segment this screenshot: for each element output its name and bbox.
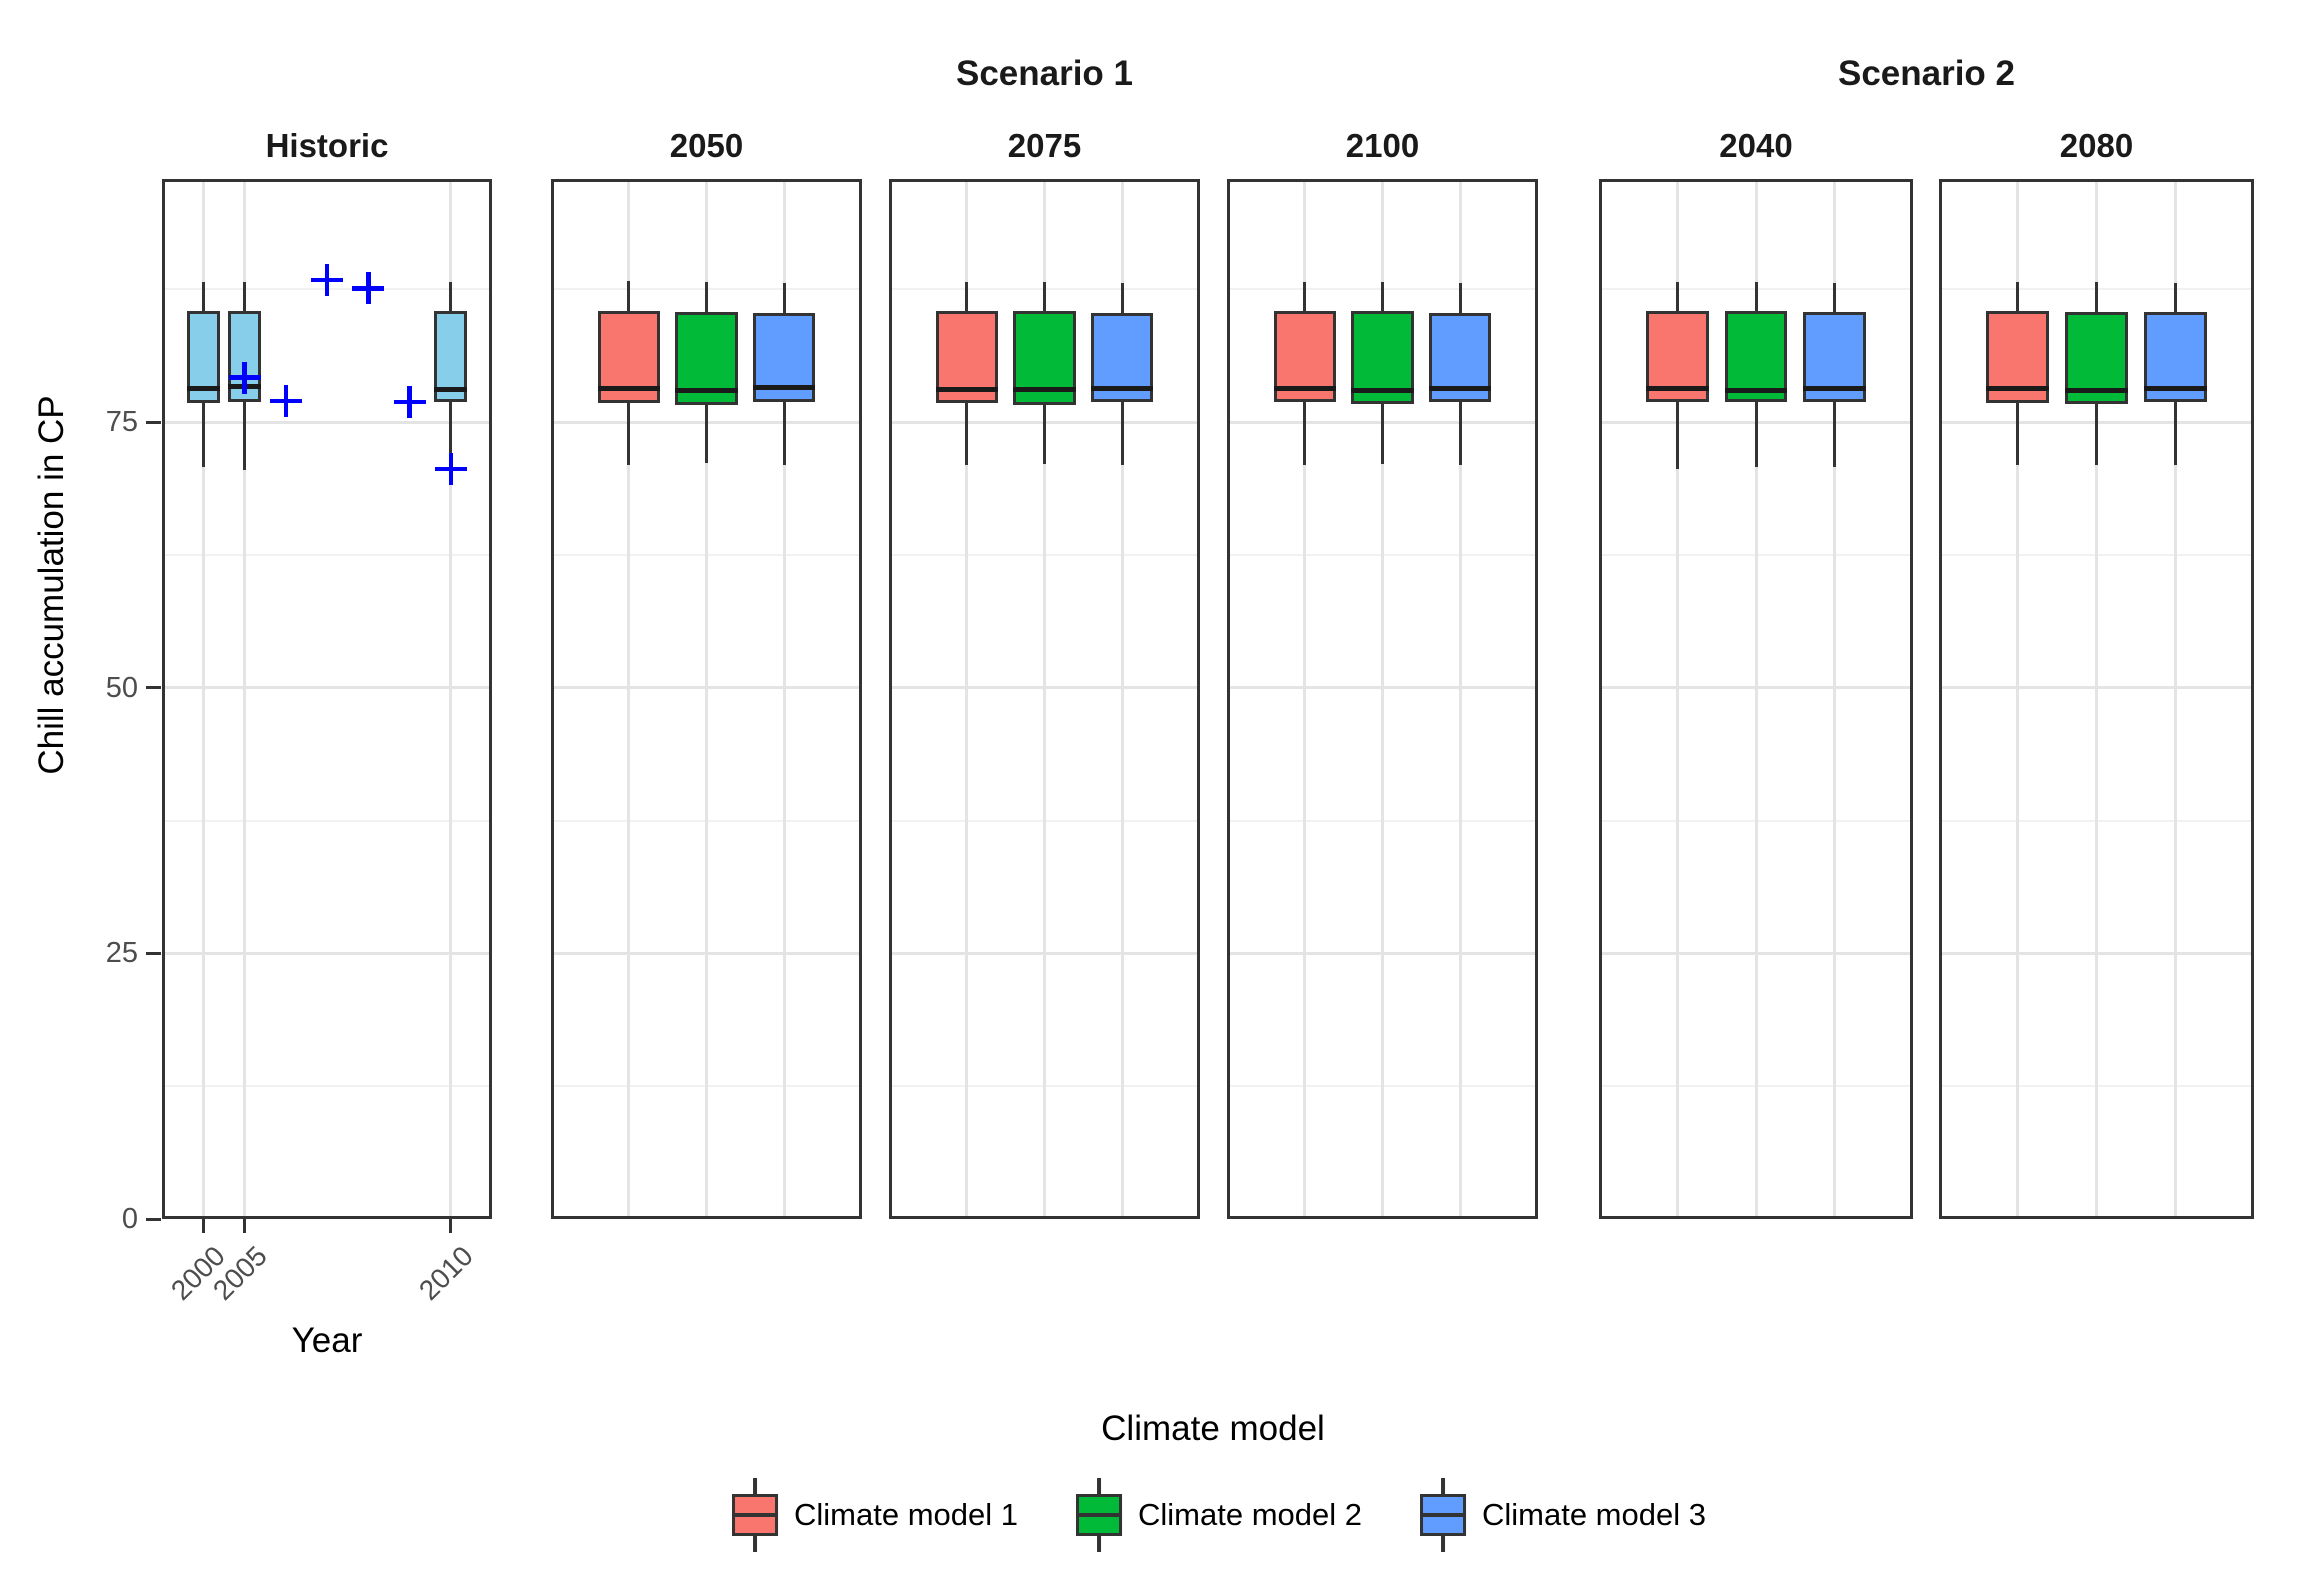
legend-label: Climate model 2: [1138, 1497, 1362, 1532]
median-Historic-2010: [434, 386, 468, 392]
legend-title: Climate model: [1101, 1409, 1325, 1448]
legend-entry-climate-model-1: Climate model 1: [730, 1478, 1018, 1552]
median-2040-Climate model 3: [1803, 385, 1866, 391]
facet-strip-label-historic: Historic: [265, 127, 389, 164]
gridline-x-Climate model 2: [1381, 179, 1384, 1219]
y-tick-mark-25: [146, 951, 161, 955]
median-Historic-2000: [186, 385, 220, 391]
legend: Climate model 1 Climate model 2 Climate …: [730, 1478, 1706, 1552]
facet-group-header-1: Scenario 1: [955, 54, 1134, 93]
median-2080-Climate model 1: [1986, 385, 2050, 391]
gridline-major-y-50: [162, 686, 492, 690]
median-2080-Climate model 3: [2143, 385, 2207, 391]
facet-strip-label-2080: 2080: [2059, 127, 2134, 164]
gridline-x-Climate model 2: [705, 179, 708, 1219]
gridline-minor-y-12.5: [162, 1085, 492, 1088]
gridline-x-Climate model 1: [965, 179, 969, 1219]
observed-point-2005: [242, 361, 247, 394]
panel-border-historic: [162, 179, 492, 1219]
y-tick-mark-75: [146, 420, 161, 424]
median-2050-Climate model 2: [675, 387, 738, 393]
key-median: [732, 1513, 779, 1517]
key-median: [1076, 1513, 1123, 1517]
panel-border-2075: [889, 179, 1200, 1219]
gridline-x-Climate model 3: [2173, 179, 2177, 1219]
gridline-x-Climate model 3: [782, 179, 786, 1219]
y-axis-title: Chill accumulation in CP: [32, 395, 71, 775]
gridline-minor-y-37.5: [162, 819, 492, 822]
boxplot-key-icon: [1418, 1478, 1468, 1552]
gridline-major-y-25: [162, 951, 492, 955]
panel-border-2080: [1939, 179, 2254, 1219]
facet-group-header-2: Scenario 2: [1837, 54, 2016, 93]
gridline-minor-y-62.5: [162, 554, 492, 557]
gridline-x-Climate model 1: [1676, 179, 1679, 1219]
gridline-x-2005: [243, 179, 246, 1219]
legend-label: Climate model 3: [1481, 1497, 1706, 1532]
boxplot-2040-Climate model 2: [1724, 310, 1788, 403]
x-tick-mark-2000: [201, 1219, 205, 1233]
median-2075-Climate model 1: [935, 386, 998, 392]
gridline-x-Climate model 1: [1303, 179, 1307, 1219]
gridline-x-Climate model 2: [1754, 179, 1758, 1219]
facet-strip-label-2100: 2100: [1345, 127, 1420, 164]
median-2075-Climate model 3: [1091, 385, 1154, 391]
x-axis-title: Year: [291, 1321, 363, 1360]
facet-strip-label-2075: 2075: [1007, 127, 1082, 164]
median-2040-Climate model 1: [1646, 385, 1709, 391]
y-tick-mark-50: [146, 686, 161, 690]
median-2050-Climate model 1: [597, 385, 660, 391]
median-2040-Climate model 2: [1724, 387, 1788, 393]
legend-label: Climate model 1: [794, 1497, 1019, 1532]
legend-entry-climate-model-2: Climate model 2: [1074, 1478, 1362, 1552]
gridline-x-2000: [201, 179, 205, 1219]
gridline-x-Climate model 1: [627, 179, 631, 1219]
gridline-x-Climate model 3: [1120, 179, 1124, 1219]
x-tick-mark-2010: [449, 1219, 453, 1233]
gridline-major-y-75: [162, 420, 492, 424]
panel-border-2050: [551, 179, 862, 1219]
gridline-x-Climate model 1: [2016, 179, 2020, 1219]
y-tick-label-75: 75: [105, 406, 138, 439]
gridline-x-2010: [449, 179, 453, 1219]
median-2100-Climate model 3: [1429, 385, 1492, 391]
gridline-x-Climate model 3: [1458, 179, 1462, 1219]
observed-point-2009: [407, 386, 412, 419]
median-2080-Climate model 2: [2065, 387, 2128, 393]
panel-border-2040: [1599, 179, 1913, 1219]
boxplot-key-icon: [1074, 1478, 1124, 1552]
facet-strip-label-2040: 2040: [1719, 127, 1793, 164]
y-tick-label-0: 0: [121, 1203, 138, 1235]
observed-point-2006: [283, 385, 288, 418]
median-2075-Climate model 2: [1013, 386, 1076, 392]
median-2050-Climate model 3: [753, 384, 816, 390]
boxplot-key-icon: [730, 1478, 780, 1552]
y-tick-label-50: 50: [105, 671, 138, 704]
observed-point-2008: [366, 272, 371, 305]
gridline-x-Climate model 2: [1043, 179, 1046, 1219]
legend-entry-climate-model-3: Climate model 3: [1418, 1478, 1706, 1552]
y-tick-mark-0: [146, 1217, 161, 1221]
median-2100-Climate model 2: [1351, 387, 1414, 393]
key-median: [1419, 1513, 1466, 1517]
facet-strip-label-2050: 2050: [669, 127, 744, 164]
observed-point-2007: [324, 263, 330, 296]
x-tick-mark-2005: [243, 1219, 246, 1233]
y-tick-label-25: 25: [105, 937, 138, 970]
panel-border-2100: [1227, 179, 1538, 1219]
median-2100-Climate model 1: [1273, 385, 1336, 391]
observed-point-2010: [448, 453, 453, 485]
gridline-x-Climate model 2: [2095, 179, 2098, 1219]
gridline-x-Climate model 3: [1833, 179, 1836, 1219]
